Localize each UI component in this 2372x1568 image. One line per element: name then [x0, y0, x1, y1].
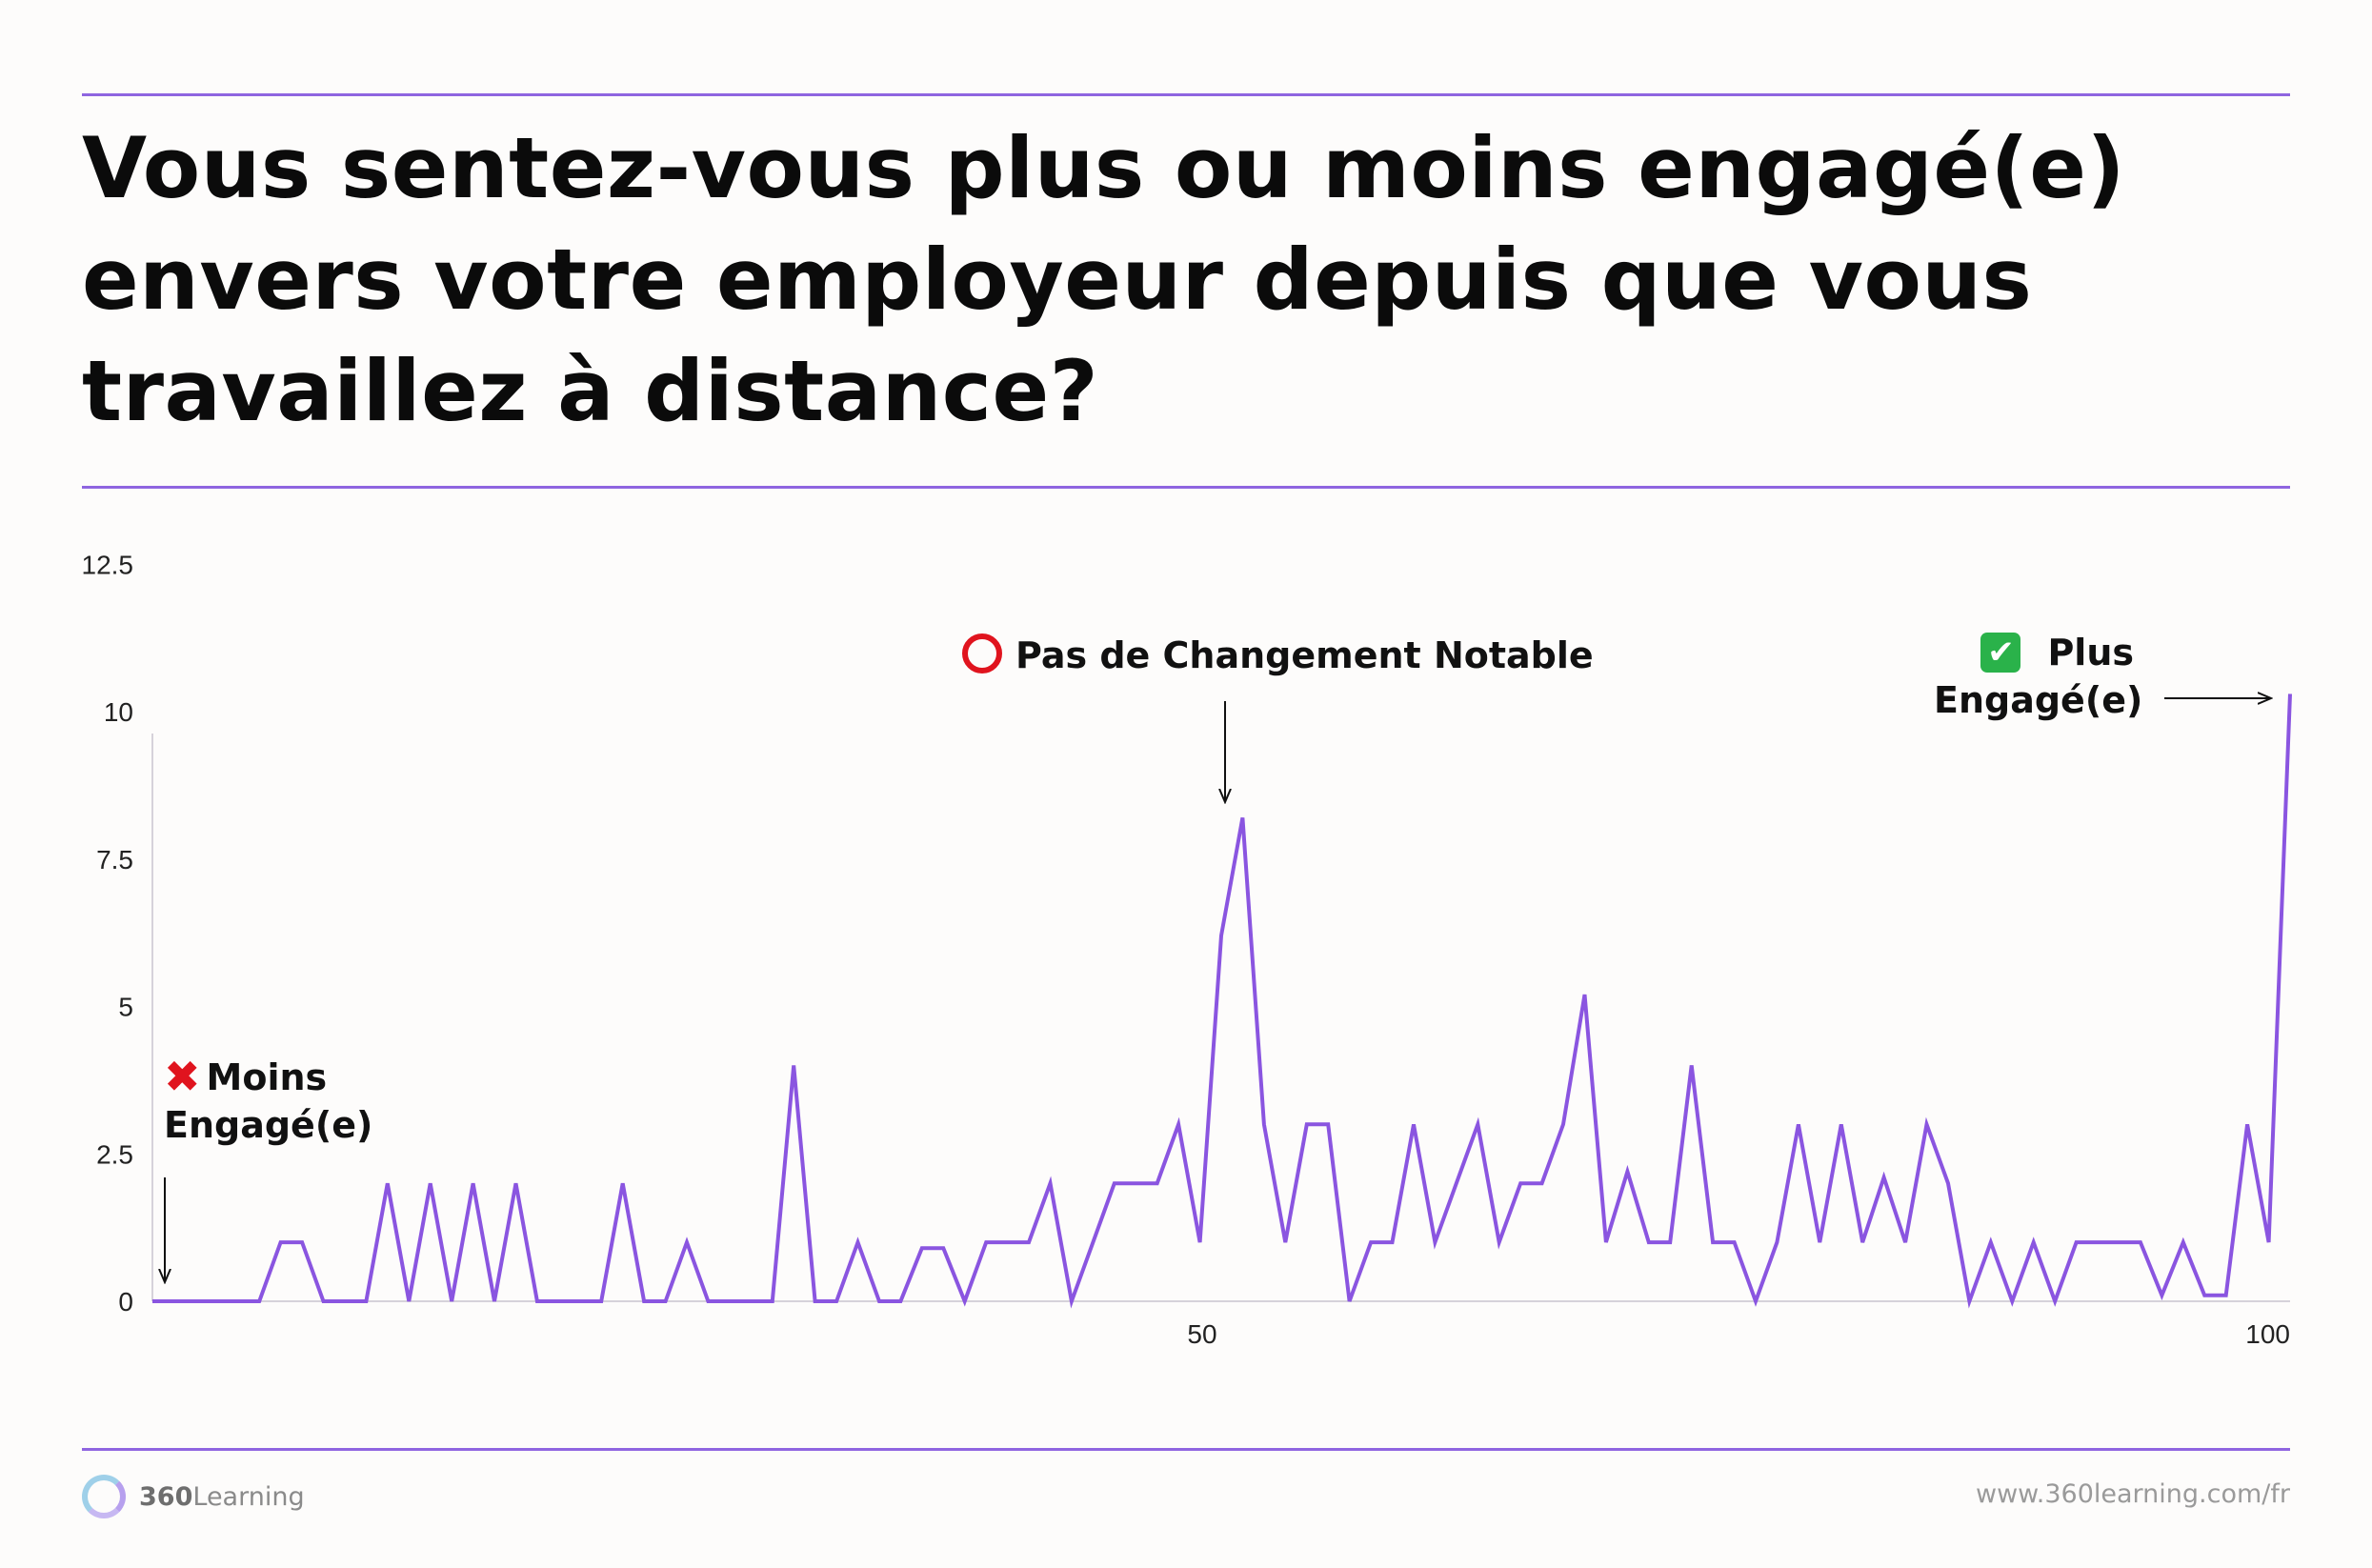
annotation-no-change-label: Pas de Changement Notable: [1015, 634, 1594, 676]
y-tick-label: 5: [118, 993, 133, 1022]
footer-url[interactable]: www.360learning.com/fr: [1976, 1479, 2290, 1509]
chart-axes: [151, 734, 2290, 1302]
annotation-more-label: Plus: [2047, 632, 2134, 673]
y-tick-label: 10: [104, 697, 133, 727]
annotation-more-engaged: ✔ Plus Engagé(e): [1934, 629, 2143, 724]
logo-text: 360Learning: [139, 1481, 305, 1512]
x-tick-label: 50: [1187, 1319, 1216, 1349]
annotation-less-label-line2: Engagé(e): [164, 1104, 373, 1146]
annotation-less-label: Moins: [206, 1056, 328, 1098]
annotation-no-change: Pas de Changement Notable: [962, 632, 1594, 679]
annotation-arrows: [165, 698, 2271, 1282]
page-title: Vous sentez-vous plus ou moins engagé(e)…: [82, 119, 2126, 440]
chart-series: [152, 694, 2292, 1309]
title-divider: [82, 486, 2290, 489]
cross-mark-icon: ✖: [164, 1051, 201, 1102]
top-divider: [82, 93, 2290, 96]
footer-divider: [82, 1448, 2290, 1451]
annotation-more-label-line2: Engagé(e): [1934, 679, 2143, 721]
line-chart: 0 2.5 5 7.5 10 12.5 50 100: [82, 550, 2292, 1349]
series-line: [152, 694, 2292, 1309]
hollow-red-circle-icon: [962, 633, 1002, 673]
logo-ring-icon: [82, 1475, 126, 1518]
y-tick-label: 7.5: [96, 845, 133, 874]
y-tick-label: 2.5: [96, 1139, 133, 1169]
annotation-less-engaged: ✖ Moins Engagé(e): [164, 1053, 372, 1149]
y-tick-label: 0: [118, 1287, 133, 1317]
check-mark-button-icon: ✔: [1980, 633, 2021, 673]
chart-tick-labels: 0 2.5 5 7.5 10 12.5 50 100: [82, 550, 2291, 1349]
y-tick-label: 12.5: [82, 550, 134, 579]
x-tick-label: 100: [2245, 1319, 2290, 1349]
brand-logo[interactable]: 360Learning: [82, 1475, 305, 1518]
